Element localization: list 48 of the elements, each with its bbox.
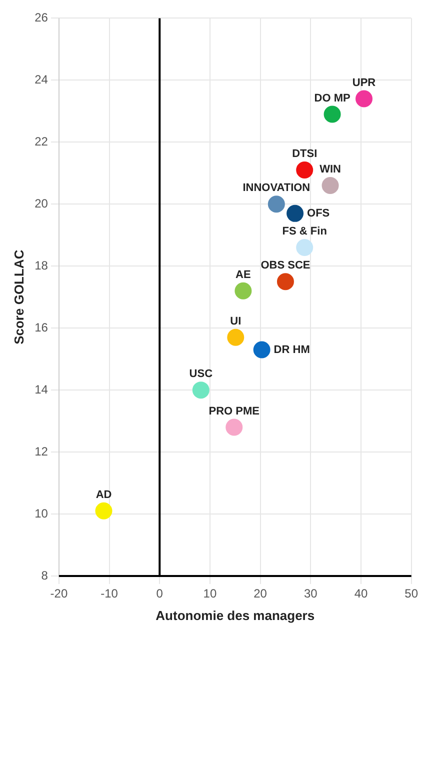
point	[227, 328, 244, 346]
series-label: OFS	[307, 207, 330, 220]
point	[226, 418, 243, 436]
x-tick-label: 0	[156, 586, 164, 601]
y-tick-label: 24	[34, 72, 48, 86]
point	[322, 177, 339, 194]
point	[268, 196, 285, 213]
series-label: UPR	[352, 76, 376, 89]
series-label: UI	[230, 315, 242, 328]
x-tick-label: 20	[254, 586, 268, 601]
y-tick-label: 10	[34, 506, 48, 520]
x-tick-label: 30	[304, 586, 318, 601]
series-label: USC	[189, 368, 213, 380]
y-tick-label: 16	[34, 320, 48, 334]
x-tick-label: 40	[354, 586, 368, 601]
y-tick-label: 20	[34, 196, 48, 210]
point	[286, 204, 304, 222]
point	[234, 282, 252, 300]
point	[95, 502, 112, 520]
y-tick-label: 14	[34, 382, 48, 396]
series-label: DTSI	[292, 148, 318, 160]
series-label: AE	[236, 268, 251, 281]
point	[296, 162, 314, 179]
series-label: DR HM	[274, 344, 310, 356]
point	[356, 90, 373, 108]
point	[276, 273, 294, 290]
x-tick-label: -10	[100, 586, 118, 601]
point	[296, 239, 314, 256]
x-tick-label: 10	[203, 586, 217, 601]
point	[324, 106, 341, 123]
y-tick-label: 26	[34, 10, 48, 25]
y-tick-label: 12	[34, 444, 48, 458]
y-tick-label: 22	[34, 134, 48, 148]
y-tick-label: 8	[41, 568, 48, 582]
x-tick-label: -20	[50, 586, 68, 601]
point	[192, 382, 210, 399]
y-tick-label: 18	[34, 258, 48, 272]
series-label: FS & Fin	[282, 226, 328, 238]
series-label: DO MP	[314, 92, 350, 104]
series-label: AD	[96, 488, 112, 501]
y-axis-title: Score GOLLAC	[11, 249, 26, 344]
x-axis-title: Autonomie des managers	[156, 608, 315, 623]
point	[253, 341, 270, 358]
series-label: PRO PME	[208, 405, 260, 418]
series-label: INNOVATION	[242, 182, 310, 194]
x-tick-label: 50	[404, 586, 418, 601]
series-label: OBS SCE	[260, 260, 310, 272]
series-label: WIN	[320, 164, 342, 176]
